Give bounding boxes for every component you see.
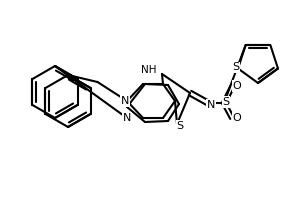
Text: N: N [123, 113, 131, 123]
Text: O: O [232, 113, 242, 123]
Text: N: N [121, 96, 129, 106]
Text: O: O [232, 81, 242, 91]
Text: N: N [207, 100, 215, 110]
Text: NH: NH [140, 65, 156, 75]
Text: S: S [222, 97, 230, 107]
Text: S: S [232, 62, 240, 72]
Text: S: S [176, 121, 184, 131]
